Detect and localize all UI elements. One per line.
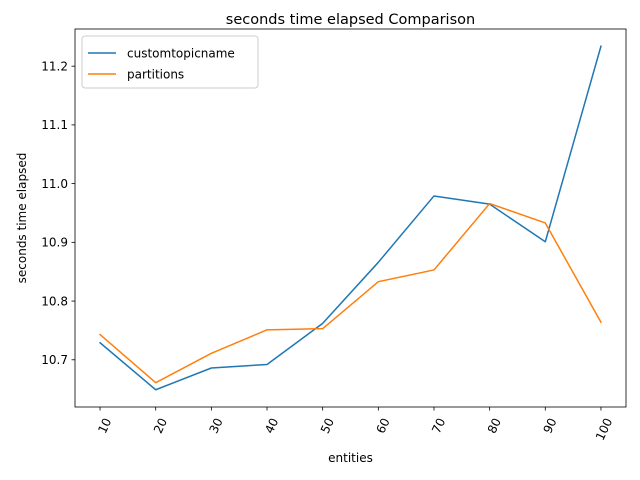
y-tick-label: 11.0 [41, 177, 68, 191]
y-axis-title: seconds time elapsed [15, 153, 29, 284]
legend-label-partitions: partitions [127, 67, 184, 81]
y-tick-label: 11.2 [41, 59, 68, 73]
y-tick-label: 10.9 [41, 236, 68, 250]
x-tick-label: 60 [374, 416, 393, 436]
y-tick-label: 10.7 [41, 353, 68, 367]
x-axis: 10 20 30 40 50 60 70 80 90 100 [95, 407, 615, 443]
legend-box [81, 35, 259, 89]
x-tick-label: 80 [485, 416, 504, 436]
y-axis: 10.7 10.8 10.9 11.0 11.1 11.2 [41, 59, 75, 367]
x-tick-label: 70 [429, 416, 448, 436]
legend: customtopicname partitions [81, 35, 259, 89]
legend-label-customtopicname: customtopicname [127, 46, 235, 60]
series-line-partitions [98, 202, 602, 384]
plot-area [74, 28, 627, 408]
x-tick-label: 10 [95, 416, 114, 436]
x-tick-label: 40 [262, 416, 281, 436]
series-line-customtopicname [98, 45, 602, 391]
x-tick-label: 50 [318, 416, 337, 436]
x-tick-label: 20 [151, 416, 170, 436]
x-tick-label: 30 [207, 416, 226, 436]
x-tick-label: 90 [540, 416, 559, 436]
y-tick-label: 11.1 [41, 118, 68, 132]
chart-title: seconds time elapsed Comparison [226, 12, 475, 28]
x-tick-label: 100 [593, 416, 615, 443]
y-tick-label: 10.8 [41, 294, 68, 308]
x-axis-title: entities [328, 451, 373, 465]
plot-frame [74, 28, 627, 408]
